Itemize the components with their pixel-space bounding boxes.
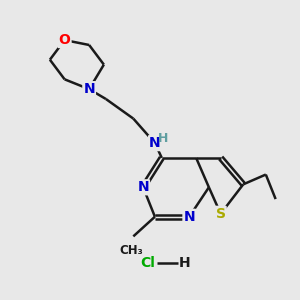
Text: H: H: [178, 256, 190, 270]
Text: N: N: [183, 210, 195, 224]
Text: H: H: [158, 132, 168, 145]
Text: O: O: [59, 33, 70, 47]
Text: Cl: Cl: [141, 256, 155, 270]
Text: CH₃: CH₃: [119, 244, 143, 257]
Text: N: N: [149, 136, 161, 150]
Text: S: S: [216, 207, 226, 221]
Text: N: N: [137, 180, 149, 194]
Text: N: N: [83, 82, 95, 96]
